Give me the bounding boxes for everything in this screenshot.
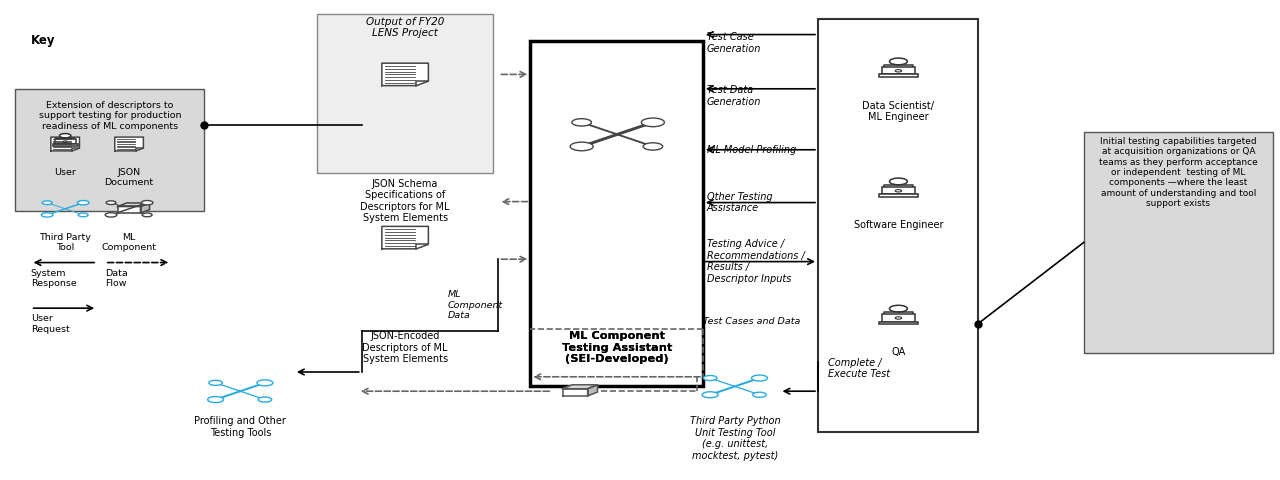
Circle shape xyxy=(78,213,88,217)
Text: Data
Flow: Data Flow xyxy=(105,269,128,288)
Text: JSON Schema
Specifications of
Descriptors for ML
System Elements: JSON Schema Specifications of Descriptor… xyxy=(361,179,449,223)
Circle shape xyxy=(207,396,224,403)
Circle shape xyxy=(570,142,593,151)
Circle shape xyxy=(257,380,273,386)
Circle shape xyxy=(105,213,116,217)
Text: ML Model Profiling: ML Model Profiling xyxy=(707,145,796,155)
Circle shape xyxy=(59,133,70,138)
Circle shape xyxy=(704,375,717,381)
Text: Data Scientist/
ML Engineer: Data Scientist/ ML Engineer xyxy=(863,101,934,122)
Text: QA: QA xyxy=(891,347,905,357)
Polygon shape xyxy=(588,385,598,396)
Circle shape xyxy=(751,375,768,381)
Bar xyxy=(52,144,78,145)
Polygon shape xyxy=(51,137,79,151)
Text: ML Component
Testing Assistant
(SEI-Developed): ML Component Testing Assistant (SEI-Deve… xyxy=(562,331,672,364)
Circle shape xyxy=(641,118,664,127)
Bar xyxy=(878,74,918,77)
Circle shape xyxy=(209,380,223,385)
Text: Test Data
Generation: Test Data Generation xyxy=(707,85,762,107)
Circle shape xyxy=(259,397,271,402)
Text: Extension of descriptors to
support testing for production
readiness of ML compo: Extension of descriptors to support test… xyxy=(38,101,182,131)
Circle shape xyxy=(572,119,591,126)
Text: Key: Key xyxy=(31,34,55,47)
FancyBboxPatch shape xyxy=(530,41,703,386)
Circle shape xyxy=(895,70,901,72)
Text: Test Cases and Data: Test Cases and Data xyxy=(703,317,800,326)
FancyBboxPatch shape xyxy=(15,89,205,211)
Circle shape xyxy=(41,213,52,217)
Bar xyxy=(878,194,918,197)
FancyBboxPatch shape xyxy=(1084,132,1272,353)
Text: Test Case
Generation: Test Case Generation xyxy=(707,33,762,54)
Circle shape xyxy=(895,190,901,192)
Circle shape xyxy=(142,213,152,217)
Text: User: User xyxy=(54,168,76,177)
Polygon shape xyxy=(381,63,429,85)
Bar xyxy=(878,322,918,324)
Polygon shape xyxy=(563,385,598,389)
Text: Testing Advice /
Recommendations /
Results /
Descriptor Inputs: Testing Advice / Recommendations / Resul… xyxy=(707,239,805,284)
Polygon shape xyxy=(118,203,150,206)
Text: Software Engineer: Software Engineer xyxy=(854,220,943,230)
Circle shape xyxy=(753,392,767,397)
Text: JSON-Encoded
Descriptors of ML
System Elements: JSON-Encoded Descriptors of ML System El… xyxy=(362,331,448,364)
Circle shape xyxy=(42,201,52,204)
Text: JSON
Document: JSON Document xyxy=(105,168,154,187)
FancyBboxPatch shape xyxy=(317,14,493,173)
Circle shape xyxy=(890,305,908,312)
Circle shape xyxy=(895,317,901,319)
Circle shape xyxy=(643,143,663,150)
Text: Third Party
Tool: Third Party Tool xyxy=(40,233,91,252)
Text: Complete /
Execute Test: Complete / Execute Test xyxy=(828,358,891,379)
Polygon shape xyxy=(115,137,143,151)
Text: User
Request: User Request xyxy=(31,314,69,334)
Bar xyxy=(882,187,915,194)
Polygon shape xyxy=(563,389,588,396)
Text: Initial testing capabilities targeted
at acquisition organizations or QA
teams a: Initial testing capabilities targeted at… xyxy=(1100,137,1258,208)
Text: Output of FY20
LENS Project: Output of FY20 LENS Project xyxy=(366,17,444,38)
Bar xyxy=(882,314,915,322)
Circle shape xyxy=(703,392,718,398)
Text: Third Party Python
Unit Testing Tool
(e.g. unittest,
mocktest, pytest): Third Party Python Unit Testing Tool (e.… xyxy=(690,416,781,461)
Polygon shape xyxy=(381,227,429,249)
Circle shape xyxy=(890,58,908,65)
Circle shape xyxy=(63,141,68,143)
Circle shape xyxy=(77,201,90,205)
Text: ML
Component
Data: ML Component Data xyxy=(447,290,503,320)
Text: System
Response: System Response xyxy=(31,269,77,288)
Circle shape xyxy=(890,178,908,185)
Bar xyxy=(882,67,915,74)
Circle shape xyxy=(141,201,152,205)
Circle shape xyxy=(106,201,116,204)
Text: ML
Component: ML Component xyxy=(101,233,156,252)
Polygon shape xyxy=(118,206,141,213)
Polygon shape xyxy=(141,203,150,213)
Text: ML Component
Testing Assistant
(SEI-Developed): ML Component Testing Assistant (SEI-Deve… xyxy=(562,331,672,364)
Text: Other Testing
Assistance: Other Testing Assistance xyxy=(707,192,772,213)
FancyBboxPatch shape xyxy=(818,19,978,432)
Text: Profiling and Other
Testing Tools: Profiling and Other Testing Tools xyxy=(195,416,287,438)
Bar xyxy=(55,139,76,144)
